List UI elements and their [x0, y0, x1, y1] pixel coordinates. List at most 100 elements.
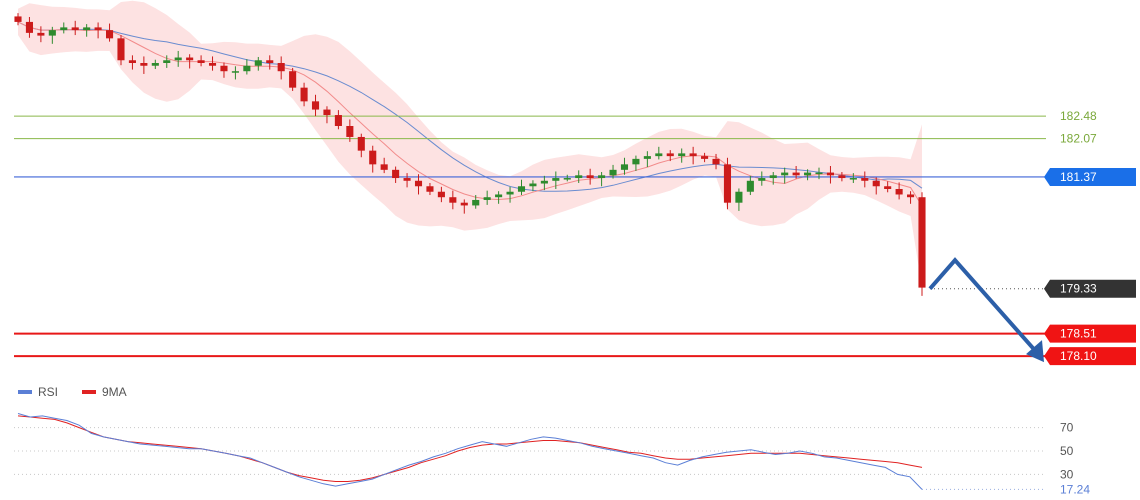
- candle-body: [231, 71, 239, 73]
- candle-body: [769, 175, 777, 179]
- candle-body: [884, 186, 892, 189]
- candle-body: [643, 156, 651, 159]
- ma-slow-line: [17, 21, 923, 192]
- candle-body: [815, 172, 823, 175]
- level-tag-label: 181.37: [1060, 170, 1097, 184]
- candle-body: [666, 153, 674, 157]
- candle-body: [689, 153, 697, 157]
- rsi-legend: RSI 9MA: [18, 385, 127, 399]
- candle-body: [83, 27, 91, 31]
- candle-body: [311, 101, 320, 110]
- price-panel: 182.48 182.07 181.37 179.33 178.51 178.10: [14, 0, 1136, 366]
- candle-body: [105, 30, 114, 39]
- candle-body: [632, 158, 640, 165]
- candle-body: [723, 164, 732, 203]
- candle-body: [460, 202, 468, 206]
- candle-body: [197, 60, 205, 63]
- candle-body: [506, 191, 514, 195]
- candle-body: [586, 175, 594, 179]
- candle-body: [300, 87, 308, 102]
- candle-body: [598, 175, 606, 179]
- candle-body: [266, 60, 274, 63]
- candle-body: [437, 191, 445, 198]
- candle-body: [140, 63, 148, 66]
- candle-body: [678, 153, 686, 157]
- candle-body: [48, 30, 56, 36]
- candle-body: [163, 60, 171, 63]
- candle-body: [369, 150, 377, 165]
- candle-body: [94, 27, 102, 31]
- candle-body: [380, 164, 388, 170]
- rsi-level-label: 50: [1060, 444, 1074, 458]
- candle-body: [289, 71, 297, 88]
- level-label: 182.07: [1060, 132, 1097, 146]
- candle-body: [220, 65, 228, 72]
- level-tag-label: 178.10: [1060, 349, 1097, 363]
- candle-body: [872, 180, 880, 187]
- candle-body: [758, 178, 766, 181]
- legend-label: 9MA: [102, 385, 127, 399]
- candlesticks: [14, 13, 926, 296]
- legend-swatch: [82, 390, 96, 394]
- candle-body: [392, 169, 400, 179]
- candle-body: [71, 27, 79, 31]
- candle-body: [563, 178, 571, 180]
- candle-body: [151, 63, 159, 66]
- candle-body: [907, 194, 915, 198]
- bollinger-band: [18, 0, 922, 288]
- candle-body: [861, 178, 869, 181]
- candle-body: [735, 191, 743, 203]
- level-tag: [1044, 279, 1136, 298]
- candle-body: [243, 65, 251, 72]
- candle-body: [540, 180, 548, 184]
- rsi-9ma-line: [17, 415, 923, 482]
- projection-arrowhead: [1026, 340, 1044, 363]
- candle-body: [529, 183, 537, 187]
- candle-body: [60, 27, 68, 31]
- candle-body: [346, 126, 354, 137]
- legend-swatch: [18, 390, 32, 394]
- level-tag-label: 179.33: [1060, 282, 1097, 296]
- candle-body: [25, 21, 33, 33]
- candle-body: [792, 172, 800, 176]
- candle-body: [426, 186, 434, 192]
- level-tag: [1044, 347, 1136, 366]
- candle-body: [655, 153, 663, 157]
- candle-body: [609, 169, 617, 176]
- candle-body: [403, 178, 411, 181]
- candle-body: [208, 63, 217, 66]
- candle-body: [117, 38, 125, 61]
- candle-body: [575, 175, 583, 179]
- legend-label: RSI: [38, 385, 58, 399]
- candle-body: [174, 57, 182, 61]
- candle-body: [552, 178, 560, 181]
- candle-body: [895, 189, 903, 195]
- candle-body: [849, 178, 857, 180]
- candle-body: [804, 172, 812, 176]
- candle-body: [483, 197, 491, 200]
- rsi-line: [17, 413, 923, 490]
- price-levels: 182.48 182.07 181.37 179.33 178.51 178.10: [14, 109, 1136, 366]
- candle-body: [323, 109, 331, 116]
- projection-path: [928, 257, 1042, 358]
- projection-arrow: [928, 257, 1044, 363]
- candle-body: [14, 16, 22, 22]
- candle-body: [746, 180, 754, 192]
- candle-body: [472, 199, 480, 206]
- candle-body: [37, 32, 45, 36]
- level-tag: [1044, 167, 1136, 186]
- candle-body: [357, 136, 365, 151]
- level-tag: [1044, 324, 1136, 343]
- candle-body: [128, 60, 136, 63]
- rsi-last-value: 17.24: [1060, 482, 1090, 496]
- candle-body: [334, 115, 342, 126]
- candle-body: [781, 172, 789, 176]
- candle-body: [495, 194, 503, 198]
- level-tag-label: 178.51: [1060, 327, 1097, 341]
- level-label: 182.48: [1060, 109, 1097, 123]
- candle-body: [449, 197, 457, 203]
- candle-body: [414, 180, 423, 187]
- candle-body: [254, 60, 262, 66]
